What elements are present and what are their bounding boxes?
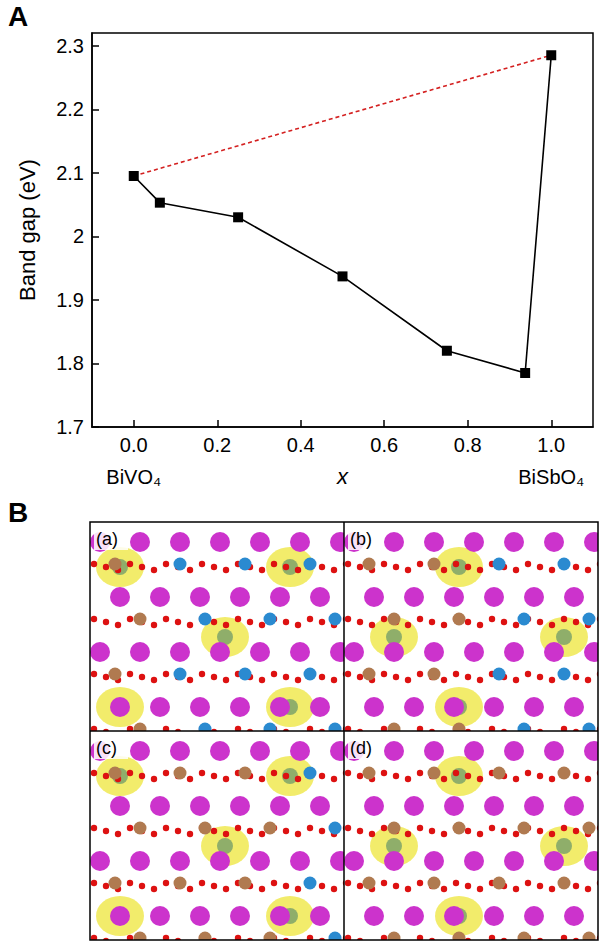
svg-text:2.2: 2.2 [56, 98, 84, 120]
svg-text:x: x [336, 464, 349, 489]
svg-text:0.6: 0.6 [370, 434, 398, 456]
svg-text:A: A [8, 1, 28, 32]
svg-text:B: B [8, 497, 28, 528]
svg-text:Band gap (eV): Band gap (eV) [15, 159, 40, 301]
svg-text:(d): (d) [350, 738, 372, 758]
svg-text:1.8: 1.8 [56, 352, 84, 374]
svg-text:BiSbO₄: BiSbO₄ [518, 466, 584, 488]
svg-text:(a): (a) [96, 529, 118, 549]
svg-text:BiVO₄: BiVO₄ [106, 466, 161, 488]
svg-text:0.4: 0.4 [287, 434, 315, 456]
svg-text:1.7: 1.7 [56, 416, 84, 438]
svg-text:(c): (c) [96, 738, 117, 758]
svg-text:1.0: 1.0 [537, 434, 565, 456]
svg-text:1.9: 1.9 [56, 289, 84, 311]
svg-text:2.3: 2.3 [56, 35, 84, 57]
svg-text:2.1: 2.1 [56, 162, 84, 184]
svg-text:2: 2 [73, 225, 84, 247]
svg-text:0.8: 0.8 [454, 434, 482, 456]
svg-text:(b): (b) [350, 529, 372, 549]
svg-text:0.0: 0.0 [120, 434, 148, 456]
svg-text:0.2: 0.2 [203, 434, 231, 456]
